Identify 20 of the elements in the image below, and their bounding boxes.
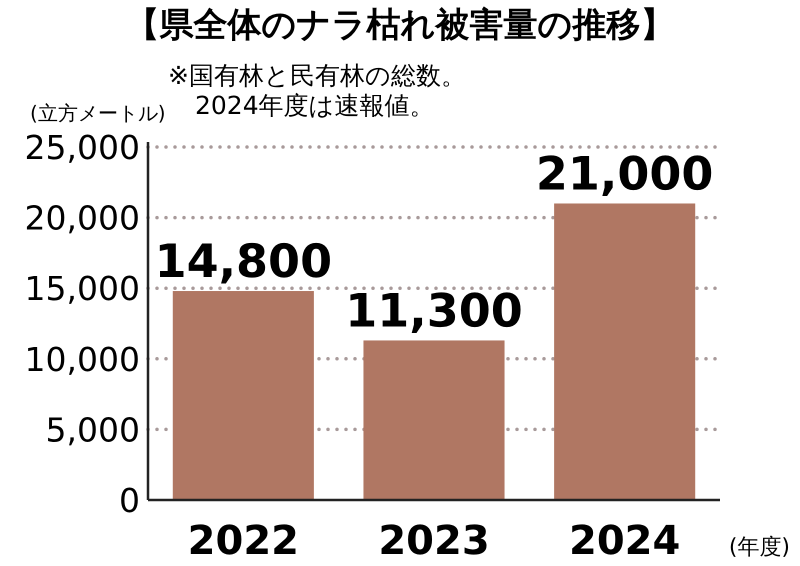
bar	[363, 340, 505, 500]
x-tick-label: 2022	[188, 518, 299, 564]
data-label: 14,800	[154, 234, 332, 288]
y-tick-label: 5,000	[46, 410, 140, 450]
data-label: 11,300	[345, 283, 523, 338]
y-tick-label: 10,000	[24, 340, 140, 379]
bar	[172, 291, 314, 500]
x-axis-title: (年度)	[728, 535, 790, 560]
y-tick-label: 15,000	[24, 269, 140, 308]
chart-title: 【県全体のナラ枯れ被害量の推移】	[126, 5, 674, 45]
x-tick-label: 2024	[569, 518, 680, 564]
y-tick-label: 0	[119, 481, 140, 520]
text: 2024年度は速報値。	[195, 91, 435, 120]
y-tick-label: 25,000	[24, 128, 140, 167]
text: ※国有林と民有林の総数。	[168, 61, 466, 90]
bar	[554, 203, 696, 500]
y-tick-label: 20,000	[24, 198, 140, 238]
x-tick-label: 2023	[378, 518, 490, 564]
data-label: 21,000	[536, 146, 714, 200]
y-axis-title: (立方メートル)	[30, 101, 166, 125]
